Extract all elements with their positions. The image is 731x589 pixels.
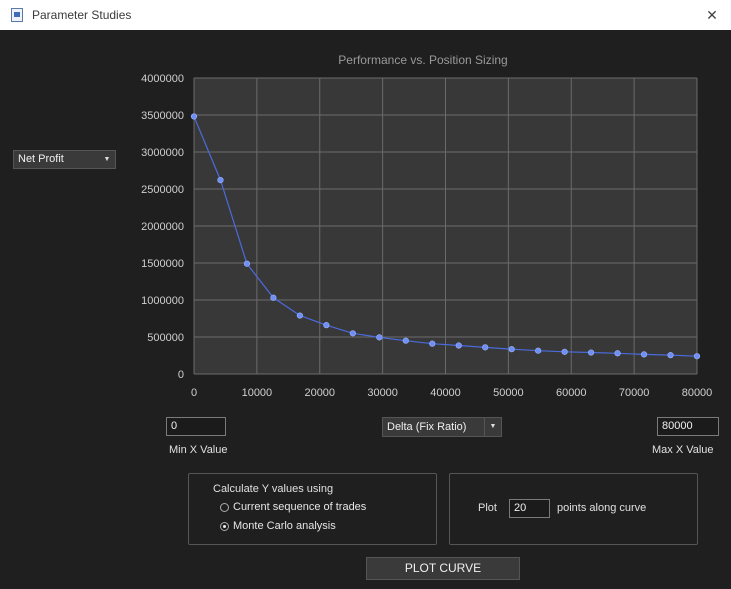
y-tick-label: 3500000: [141, 110, 184, 122]
title-bar: Parameter Studies ✕: [0, 0, 731, 30]
plot-points-panel: Plot 20 points along curve: [449, 473, 698, 545]
x-tick-label: 0: [191, 387, 197, 399]
window-title: Parameter Studies: [32, 8, 132, 22]
metric-select[interactable]: Net Profit ▼: [13, 150, 116, 169]
app-icon: [11, 8, 23, 22]
data-point: [217, 177, 224, 184]
data-point: [614, 350, 621, 357]
close-icon[interactable]: ✕: [706, 7, 718, 23]
min-x-input[interactable]: 0: [166, 417, 226, 436]
min-x-caption: Min X Value: [169, 444, 228, 456]
performance-chart: Performance vs. Position Sizing 05000001…: [141, 53, 712, 399]
data-point: [243, 260, 251, 267]
plot-points-suffix: points along curve: [557, 502, 647, 514]
max-x-caption: Max X Value: [652, 444, 714, 456]
data-point: [455, 342, 462, 349]
y-tick-label: 2500000: [141, 184, 184, 196]
metric-select-value: Net Profit: [18, 153, 64, 165]
data-point: [402, 337, 409, 344]
x-tick-label: 80000: [682, 387, 713, 399]
chart-title: Performance vs. Position Sizing: [338, 53, 507, 67]
plot-curve-button[interactable]: PLOT CURVE: [366, 557, 520, 580]
chevron-down-icon: ▼: [484, 418, 501, 436]
x-axis-select-value: Delta (Fix Ratio): [387, 421, 467, 433]
data-point: [508, 346, 515, 353]
y-method-panel: Calculate Y values using Current sequenc…: [188, 473, 437, 545]
data-point: [640, 351, 648, 358]
data-point: [561, 348, 568, 355]
series-net-profit: [190, 113, 701, 360]
y-tick-label: 1000000: [141, 295, 184, 307]
max-x-input[interactable]: 80000: [657, 417, 719, 436]
data-point: [270, 294, 277, 301]
plot-points-input[interactable]: 20: [509, 499, 550, 518]
x-tick-label: 20000: [304, 387, 335, 399]
data-point: [535, 347, 542, 354]
y-tick-label: 1500000: [141, 258, 184, 270]
x-axis-ticks: 0 10000 20000 30000 40000 50000 60000 70000 8000…: [191, 387, 712, 399]
y-tick-label: 0: [178, 369, 184, 381]
data-point: [376, 334, 383, 341]
data-point: [693, 353, 701, 360]
data-point: [588, 349, 595, 356]
plot-points-prefix: Plot: [478, 502, 497, 514]
series-line: [193, 116, 698, 357]
x-tick-label: 10000: [242, 387, 273, 399]
x-tick-label: 50000: [493, 387, 524, 399]
x-tick-label: 30000: [367, 387, 398, 399]
y-method-label: Calculate Y values using: [213, 483, 334, 495]
x-tick-label: 70000: [619, 387, 650, 399]
y-axis-ticks: 0 500000 1000000 1500000 2000000 2500000 30000…: [141, 73, 184, 381]
chevron-down-icon: ▼: [103, 156, 111, 163]
data-point: [323, 322, 330, 329]
radio-current-sequence-label: Current sequence of trades: [233, 501, 367, 513]
data-point: [482, 344, 489, 351]
y-tick-label: 500000: [147, 332, 184, 344]
y-tick-label: 4000000: [141, 73, 184, 85]
x-tick-label: 60000: [556, 387, 587, 399]
radio-monte-carlo-label: Monte Carlo analysis: [233, 520, 336, 532]
x-tick-label: 40000: [430, 387, 461, 399]
data-point: [429, 340, 436, 347]
data-point: [296, 312, 303, 319]
y-tick-label: 2000000: [141, 221, 184, 233]
radio-monte-carlo[interactable]: Monte Carlo analysis: [220, 520, 336, 532]
grid-lines: [193, 77, 698, 375]
data-point: [349, 330, 356, 337]
radio-current-sequence[interactable]: Current sequence of trades: [220, 501, 366, 513]
radio-current-sequence-circle: [220, 502, 229, 512]
data-point: [190, 113, 198, 120]
x-axis-select[interactable]: Delta (Fix Ratio) ▼: [382, 417, 502, 437]
data-point: [667, 352, 674, 359]
radio-monte-carlo-circle: [220, 521, 229, 531]
y-tick-label: 3000000: [141, 147, 184, 159]
